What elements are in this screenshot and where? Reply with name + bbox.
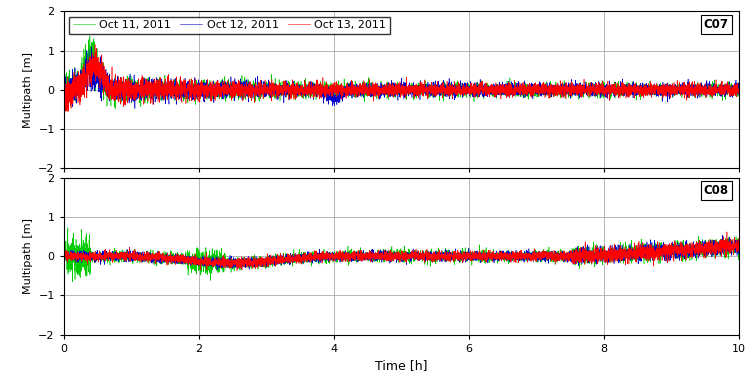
Line: Oct 11, 2011: Oct 11, 2011 bbox=[64, 36, 739, 108]
Oct 13, 2011 bbox=[224, 78, 232, 83]
Legend: Oct 11, 2011, Oct 12, 2011, Oct 13, 2011: Oct 11, 2011, Oct 12, 2011, Oct 13, 2011 bbox=[69, 17, 389, 34]
Oct 11, 2011 bbox=[734, 82, 743, 86]
Oct 13, 2011 bbox=[220, 89, 229, 93]
Oct 13, 2011 bbox=[362, 90, 371, 94]
Oct 11, 2011 bbox=[216, 84, 225, 88]
Y-axis label: Multipath [m]: Multipath [m] bbox=[22, 218, 33, 294]
Line: Oct 12, 2011: Oct 12, 2011 bbox=[64, 47, 739, 110]
Oct 13, 2011 bbox=[59, 114, 68, 118]
Oct 12, 2011 bbox=[734, 93, 743, 98]
Oct 13, 2011 bbox=[91, 42, 100, 47]
Oct 12, 2011 bbox=[362, 88, 371, 93]
X-axis label: Time [h]: Time [h] bbox=[375, 359, 427, 372]
Oct 13, 2011 bbox=[59, 111, 68, 116]
Text: C07: C07 bbox=[704, 18, 728, 31]
Oct 11, 2011 bbox=[111, 106, 120, 111]
Oct 12, 2011 bbox=[61, 107, 70, 112]
Oct 12, 2011 bbox=[216, 91, 225, 96]
Oct 12, 2011 bbox=[729, 94, 738, 98]
Oct 11, 2011 bbox=[362, 88, 371, 92]
Y-axis label: Multipath [m]: Multipath [m] bbox=[22, 52, 33, 128]
Text: C08: C08 bbox=[704, 184, 728, 197]
Oct 13, 2011 bbox=[734, 86, 743, 91]
Oct 12, 2011 bbox=[224, 94, 232, 99]
Oct 12, 2011 bbox=[87, 45, 96, 49]
Oct 11, 2011 bbox=[729, 88, 738, 93]
Oct 11, 2011 bbox=[224, 85, 232, 89]
Oct 13, 2011 bbox=[314, 83, 323, 87]
Oct 13, 2011 bbox=[729, 87, 738, 92]
Oct 12, 2011 bbox=[220, 93, 229, 97]
Oct 11, 2011 bbox=[59, 78, 68, 83]
Oct 11, 2011 bbox=[220, 89, 229, 94]
Oct 11, 2011 bbox=[314, 90, 323, 94]
Line: Oct 13, 2011: Oct 13, 2011 bbox=[64, 45, 739, 116]
Oct 11, 2011 bbox=[86, 34, 94, 38]
Oct 12, 2011 bbox=[314, 84, 323, 88]
Oct 13, 2011 bbox=[216, 91, 225, 95]
Oct 12, 2011 bbox=[59, 93, 68, 97]
